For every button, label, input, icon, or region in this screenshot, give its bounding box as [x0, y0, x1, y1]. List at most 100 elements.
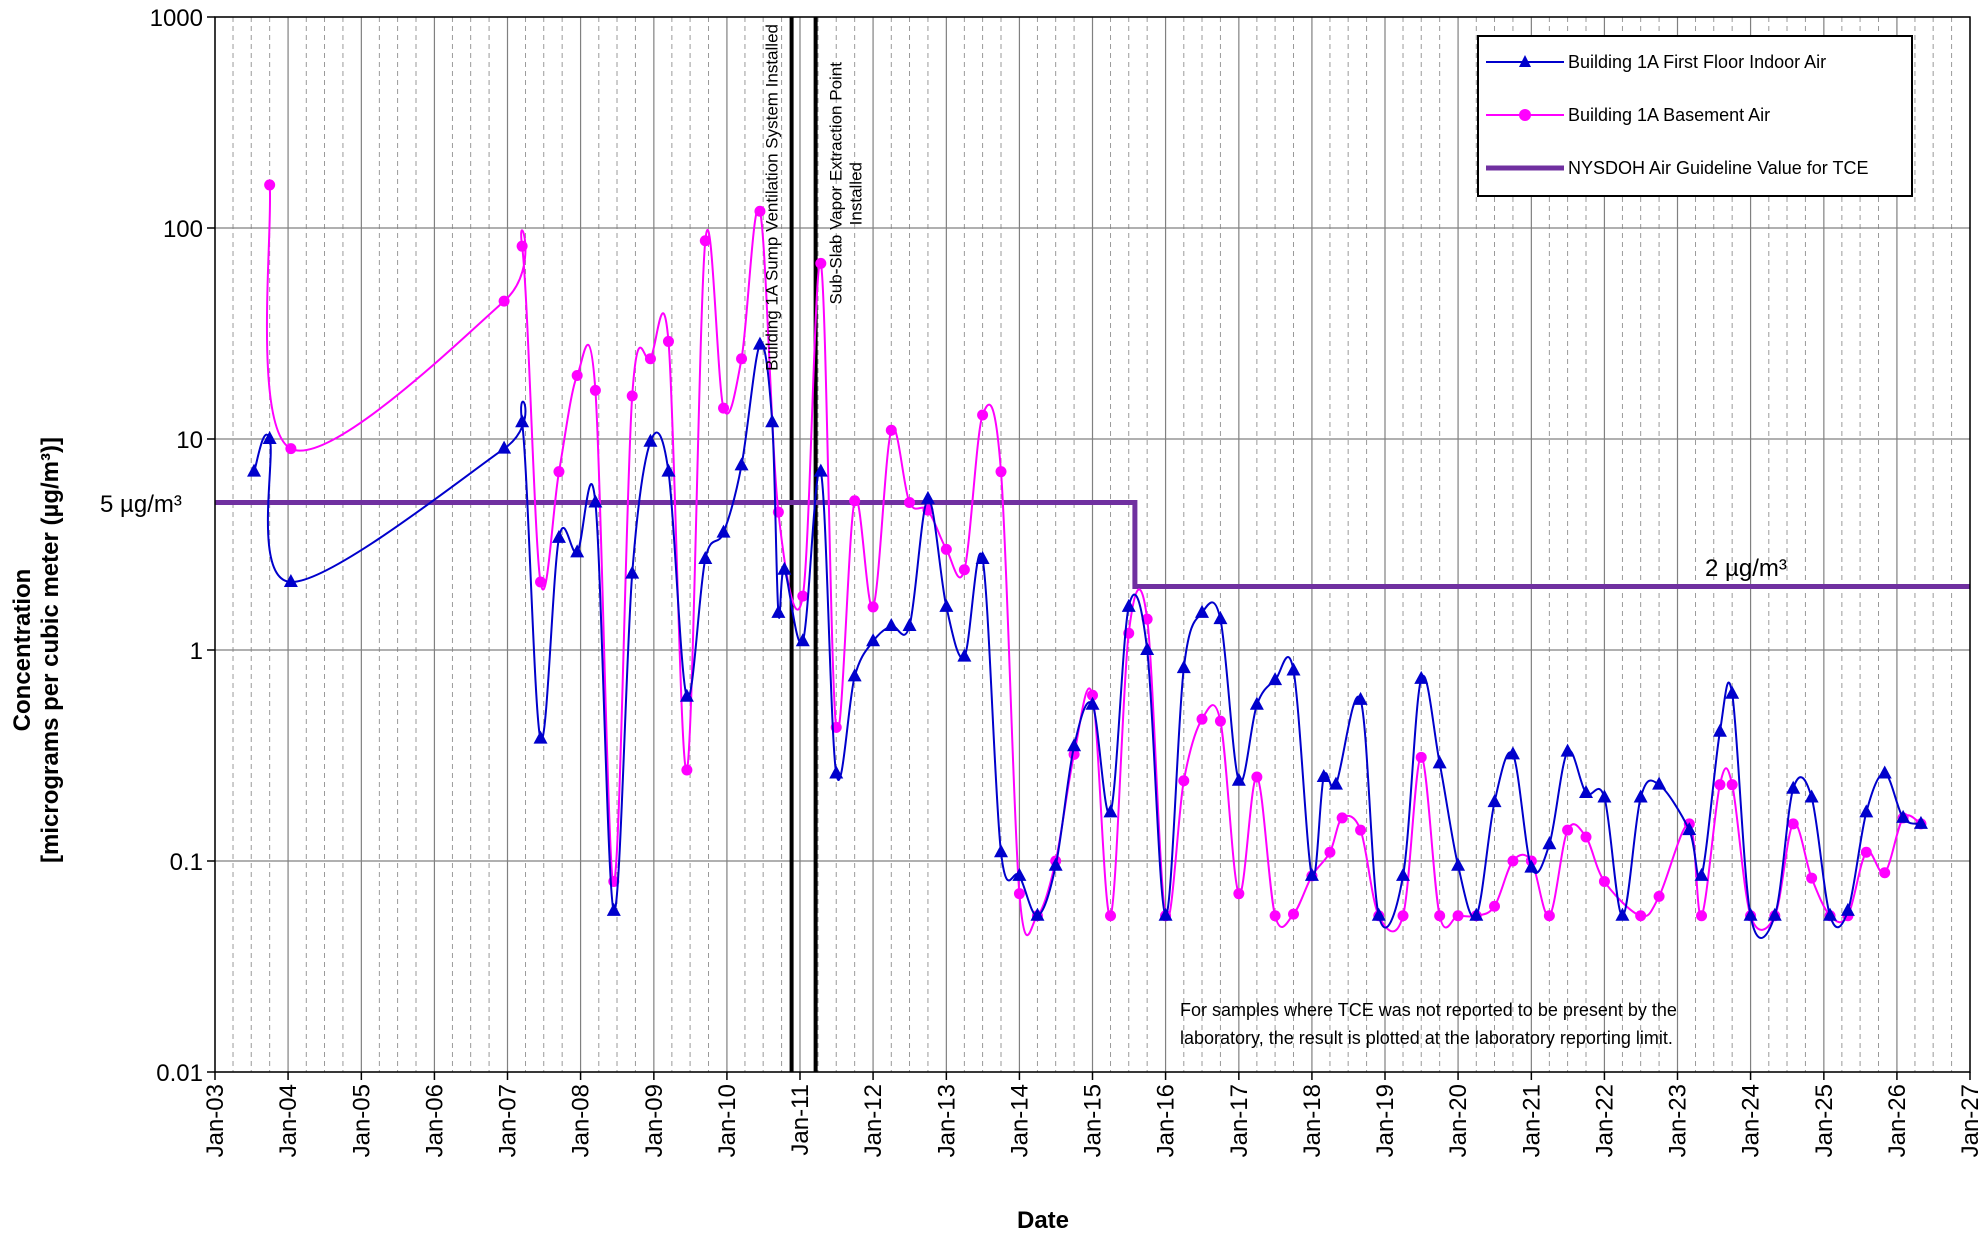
data-point-first-floor — [939, 598, 954, 612]
data-point-first-floor — [497, 440, 512, 454]
data-point-basement — [718, 402, 730, 414]
data-point-basement — [498, 295, 510, 307]
data-point-first-floor — [920, 490, 935, 504]
y-axis-title-line2: [micrograms per cubic meter (µg/m³)] — [37, 437, 64, 863]
data-point-basement — [1860, 846, 1872, 858]
data-point-first-floor — [551, 529, 566, 543]
data-point-first-floor — [570, 544, 585, 558]
x-tick-label: Jan-21 — [1518, 1084, 1545, 1157]
data-point-basement — [1543, 910, 1555, 922]
y-tick-label: 0.1 — [170, 849, 203, 876]
data-point-first-floor — [813, 463, 828, 477]
x-tick-label: Jan-15 — [1080, 1084, 1107, 1157]
data-point-first-floor — [1469, 907, 1484, 921]
data-point-basement — [1324, 846, 1336, 858]
event-label-ssve-line2: Installed — [847, 162, 866, 225]
data-point-first-floor — [283, 574, 298, 588]
data-point-basement — [849, 495, 861, 507]
x-tick-label: Jan-14 — [1006, 1084, 1033, 1157]
data-point-basement — [681, 764, 693, 776]
event-label-sump-ventilation: Building 1A Sump Ventilation System Inst… — [763, 24, 782, 371]
data-point-first-floor — [625, 565, 640, 579]
data-point-basement — [1653, 890, 1665, 902]
data-point-basement — [1336, 812, 1348, 824]
x-tick-label: Jan-12 — [860, 1084, 887, 1157]
data-point-basement — [958, 564, 970, 576]
x-tick-label: Jan-10 — [714, 1084, 741, 1157]
axes: Jan-03 Jan-04 Jan-05 Jan-06 Jan-07 Jan-08 Jan-… — [150, 5, 1984, 1157]
data-point-basement — [1726, 779, 1738, 791]
data-point-first-floor — [1877, 765, 1892, 779]
data-point-first-floor — [1213, 611, 1228, 625]
y-tick-label: 1 — [190, 638, 203, 665]
data-point-basement — [1397, 910, 1409, 922]
data-point-first-floor — [765, 414, 780, 428]
data-point-basement — [940, 543, 952, 555]
data-point-basement — [1580, 831, 1592, 843]
data-point-basement — [1105, 910, 1117, 922]
data-point-first-floor — [1067, 738, 1082, 752]
data-point-first-floor — [698, 550, 713, 564]
data-point-basement — [1141, 613, 1153, 625]
data-point-first-floor — [1103, 804, 1118, 818]
data-point-first-floor — [994, 844, 1009, 858]
data-point-first-floor — [1767, 907, 1782, 921]
x-tick-label: Jan-08 — [568, 1084, 595, 1157]
data-point-first-floor — [1396, 867, 1411, 881]
x-axis-title: Date — [1017, 1207, 1069, 1234]
data-point-first-floor — [975, 550, 990, 564]
data-point-first-floor — [1560, 743, 1575, 757]
data-point-basement — [1452, 910, 1464, 922]
data-point-first-floor — [1913, 815, 1928, 829]
data-point-basement — [1714, 779, 1726, 791]
data-point-first-floor — [1371, 907, 1386, 921]
data-point-first-floor — [866, 633, 881, 647]
data-point-first-floor — [1694, 867, 1709, 881]
x-tick-label: Jan-17 — [1226, 1084, 1253, 1157]
data-point-first-floor — [1652, 776, 1667, 790]
data-point-first-floor — [1048, 857, 1063, 871]
data-point-basement — [1251, 771, 1263, 783]
data-point-first-floor — [1823, 907, 1838, 921]
data-point-basement — [977, 409, 989, 421]
x-tick-label: Jan-06 — [421, 1084, 448, 1157]
data-point-first-floor — [777, 561, 792, 575]
data-point-first-floor — [643, 433, 658, 447]
x-tick-label: Jan-19 — [1372, 1084, 1399, 1157]
data-point-basement — [1178, 775, 1190, 787]
x-tick-label: Jan-05 — [348, 1084, 375, 1157]
data-point-first-floor — [1633, 789, 1648, 803]
data-point-first-floor — [1249, 696, 1264, 710]
data-point-first-floor — [829, 765, 844, 779]
data-point-basement — [589, 384, 601, 396]
x-tick-label: Jan-16 — [1153, 1084, 1180, 1157]
data-point-basement — [1787, 818, 1799, 830]
y-tick-label: 1000 — [150, 5, 203, 32]
data-point-first-floor — [1414, 670, 1429, 684]
data-point-first-floor — [1121, 598, 1136, 612]
data-point-first-floor — [1268, 672, 1283, 686]
legend-label-guideline: NYSDOH Air Guideline Value for TCE — [1568, 158, 1868, 178]
data-point-basement — [1214, 715, 1226, 727]
data-point-basement — [1562, 824, 1574, 836]
data-point-first-floor — [1896, 809, 1911, 823]
data-point-basement — [644, 353, 656, 365]
data-point-first-floor — [1195, 604, 1210, 618]
legend-marker-triangle — [1519, 55, 1531, 67]
data-point-first-floor — [661, 463, 676, 477]
data-point-first-floor — [771, 604, 786, 618]
x-tick-label: Jan-27 — [1957, 1084, 1984, 1157]
data-point-first-floor — [679, 688, 694, 702]
data-point-first-floor — [1804, 789, 1819, 803]
data-point-basement — [1489, 900, 1501, 912]
data-point-basement — [626, 390, 638, 402]
data-point-basement — [797, 590, 809, 602]
data-point-first-floor — [1840, 902, 1855, 916]
data-point-first-floor — [606, 902, 621, 916]
x-tick-label: Jan-07 — [495, 1084, 522, 1157]
data-point-first-floor — [515, 414, 530, 428]
data-point-first-floor — [533, 730, 548, 744]
data-point-basement — [1288, 908, 1300, 920]
data-point-first-floor — [902, 617, 917, 631]
data-point-first-floor — [1725, 685, 1740, 699]
